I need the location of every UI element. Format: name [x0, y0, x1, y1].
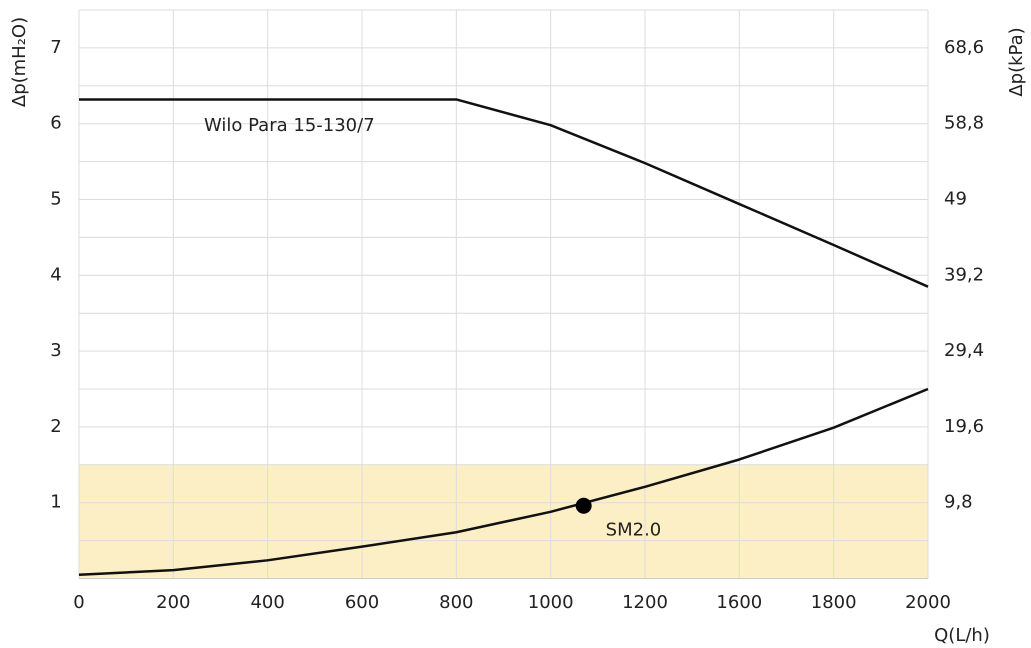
- y-tick-label: 7: [50, 37, 61, 58]
- y2-tick-label: 39,2: [944, 264, 984, 285]
- x-tick-label: 200: [156, 592, 190, 613]
- y-tick-label: 3: [50, 340, 61, 361]
- y2-axis-label: Δp(kPa): [1006, 27, 1027, 96]
- x-tick-label: 0: [73, 592, 84, 613]
- y-tick-label: 6: [50, 113, 61, 134]
- x-tick-label: 1000: [528, 592, 574, 613]
- line: [78, 387, 929, 576]
- y2-tick-label: 49: [944, 189, 967, 210]
- x-tick-label: 1200: [622, 592, 668, 613]
- x-tick-label: 600: [345, 592, 379, 613]
- y-tick-label: 1: [50, 492, 61, 513]
- y2-tick-label: 68,6: [944, 37, 984, 58]
- y2-tick-label: 19,6: [944, 416, 984, 437]
- operating-point: [575, 497, 592, 514]
- y2-tick-label: 29,4: [944, 340, 984, 361]
- x-tick-label: 1600: [716, 592, 762, 613]
- x-tick-label: 2000: [905, 592, 951, 613]
- series-label: Wilo Para 15-130/7: [204, 115, 375, 136]
- y2-tick-label: 58,8: [944, 113, 984, 134]
- y-axis-label: Δp(mH₂O): [9, 17, 30, 107]
- x-tick-label: 800: [439, 592, 473, 613]
- y-tick-label: 5: [50, 189, 61, 210]
- y-tick-label: 2: [50, 416, 61, 437]
- y-tick-label: 4: [50, 264, 61, 285]
- x-tick-label: 400: [250, 592, 284, 613]
- point-label: SM2.0: [606, 520, 662, 541]
- line: [79, 98, 929, 288]
- y2-tick-label: 9,8: [944, 492, 973, 513]
- x-tick-label: 1800: [811, 592, 857, 613]
- x-axis-label: Q(L/h): [934, 625, 990, 646]
